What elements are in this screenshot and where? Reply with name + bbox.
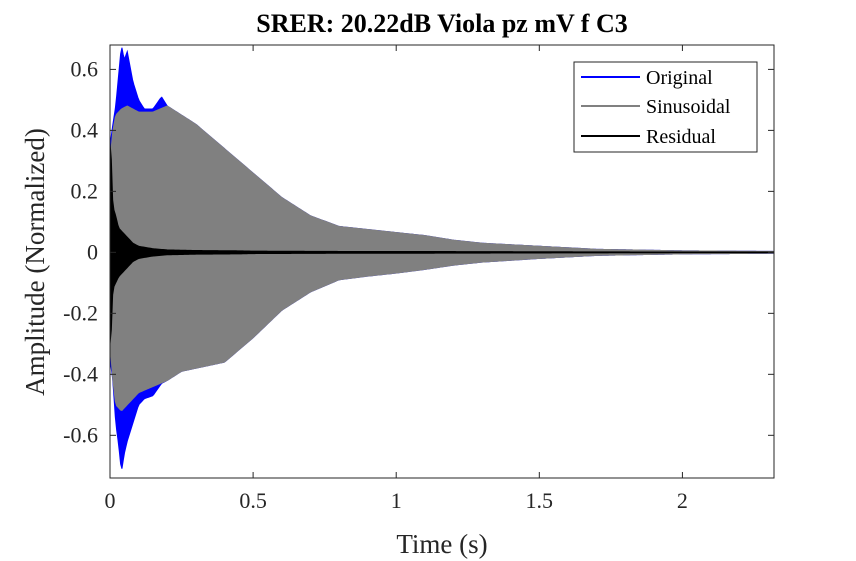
series-layer <box>110 47 774 469</box>
legend: Original Sinusoidal Residual <box>573 61 758 153</box>
y-tick-label: 0.6 <box>71 56 99 81</box>
y-tick-label: 0.4 <box>71 117 99 142</box>
x-tick-label: 0 <box>105 488 116 513</box>
legend-label-original: Original <box>646 67 713 89</box>
x-tick-label: 0.5 <box>239 488 267 513</box>
plot-frame <box>109 44 775 479</box>
x-tick-label: 1.5 <box>526 488 554 513</box>
legend-label-sinusoidal: Sinusoidal <box>646 96 731 118</box>
chart-title: SRER: 20.22dB Viola pz mV f C3 <box>256 9 628 38</box>
series-sinusoidal <box>110 105 774 411</box>
x-tick-label: 1 <box>391 488 402 513</box>
y-tick-label: -0.6 <box>63 422 98 447</box>
y-tick-label: -0.2 <box>63 300 98 325</box>
y-axis-label: Amplitude (Normalized) <box>20 128 50 396</box>
y-tick-label: 0 <box>87 239 98 264</box>
x-axis-label: Time (s) <box>396 529 487 559</box>
legend-label-residual: Residual <box>646 126 716 148</box>
x-tick-label: 2 <box>677 488 688 513</box>
y-axis-ticks: -0.6 -0.4 -0.2 0 0.2 0.4 0.6 <box>63 56 774 447</box>
y-tick-label: 0.2 <box>71 178 99 203</box>
y-tick-label: -0.4 <box>63 361 98 386</box>
x-axis-ticks: 0 0.5 1 1.5 2 <box>105 45 688 513</box>
series-residual <box>110 142 774 344</box>
